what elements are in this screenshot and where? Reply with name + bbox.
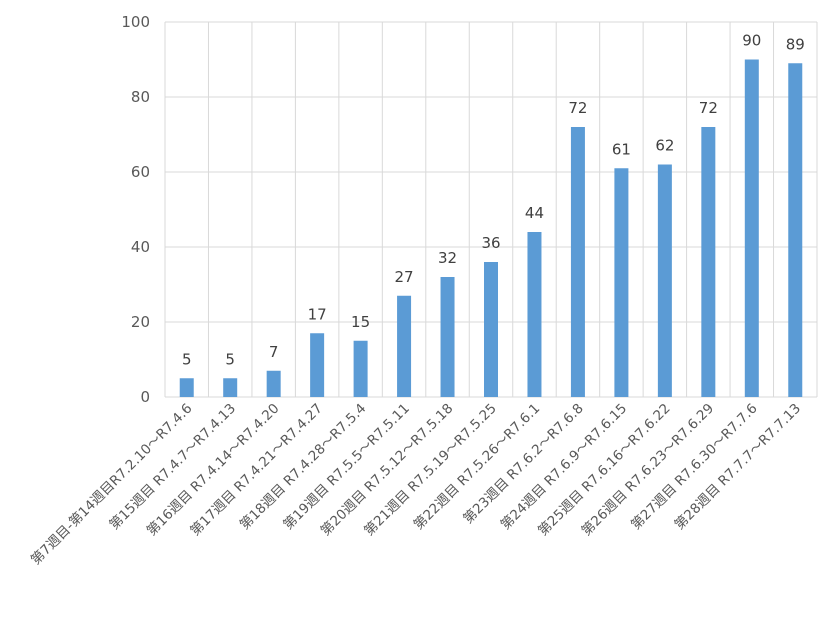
y-tick-label: 40 — [131, 238, 150, 256]
y-tick-label: 20 — [131, 313, 150, 331]
bar — [223, 378, 238, 397]
data-label: 72 — [568, 99, 587, 117]
data-label: 36 — [481, 234, 500, 252]
bar — [353, 340, 368, 397]
data-label: 15 — [351, 313, 370, 331]
gridlines — [164, 21, 818, 398]
bar — [657, 164, 672, 397]
bars — [179, 59, 803, 397]
data-label: 61 — [612, 140, 631, 158]
data-label: 62 — [655, 137, 674, 155]
data-label: 27 — [395, 268, 414, 286]
x-tick-label: 第7週目-第14週目R7.2.10〜R7.4.6 — [27, 400, 195, 568]
bar — [744, 59, 759, 397]
data-label: 7 — [269, 343, 279, 361]
data-labels: 5 5 7 17 15 27 32 36 44 72 61 62 72 90 89 — [182, 32, 805, 369]
data-label: 72 — [699, 99, 718, 117]
bar — [484, 262, 498, 397]
bar — [788, 63, 803, 397]
y-tick-label: 60 — [131, 163, 150, 181]
bar — [310, 333, 325, 397]
data-label: 17 — [308, 305, 327, 323]
y-tick-label: 0 — [140, 388, 150, 406]
data-label: 89 — [786, 35, 805, 53]
y-axis: 0 20 40 60 80 100 — [121, 13, 150, 406]
bar — [701, 127, 716, 397]
bar — [179, 378, 194, 397]
data-label: 32 — [438, 249, 457, 267]
bar — [397, 295, 412, 397]
data-label: 44 — [525, 204, 544, 222]
data-label: 5 — [182, 350, 192, 368]
bar — [570, 127, 585, 397]
data-label: 5 — [225, 350, 235, 368]
bar — [266, 370, 281, 397]
y-tick-label: 100 — [121, 13, 150, 31]
bar — [527, 232, 542, 397]
bar — [440, 277, 455, 397]
y-tick-label: 80 — [131, 88, 150, 106]
data-label: 90 — [742, 32, 761, 50]
bar — [614, 168, 629, 397]
